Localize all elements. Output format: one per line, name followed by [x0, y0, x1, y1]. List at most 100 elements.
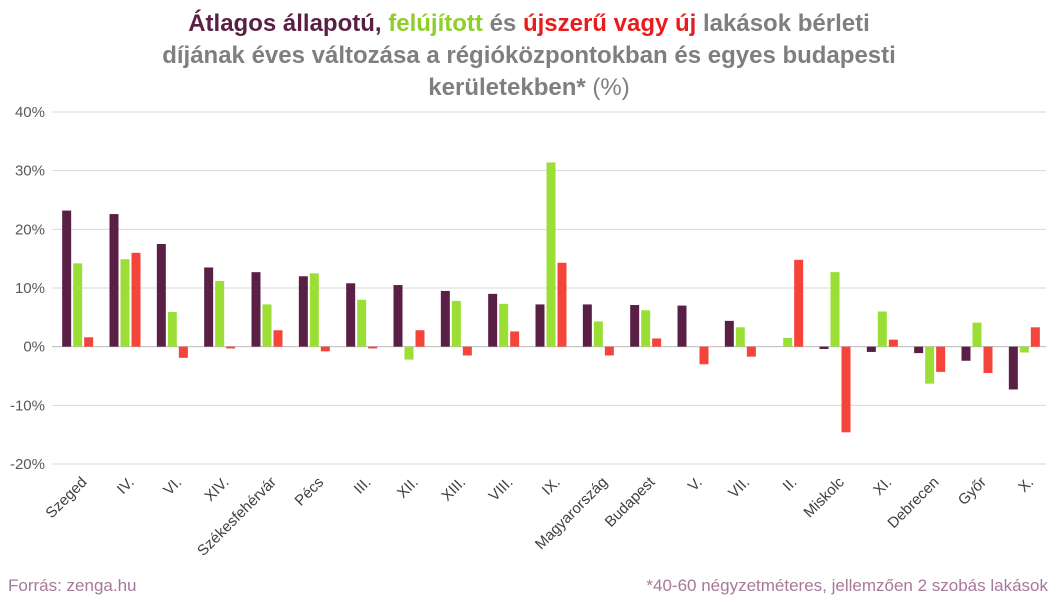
title-series-2: felújított: [388, 10, 483, 37]
bar-series-3: [131, 252, 141, 347]
bar-series-2: [972, 322, 982, 347]
x-category-label: III.: [351, 474, 375, 498]
chart-title: Átlagos állapotú, felújított és újszerű …: [0, 8, 1058, 104]
title-conjunction: és: [489, 10, 517, 37]
bar-series-2: [451, 300, 461, 347]
y-tick-label: -10%: [10, 397, 45, 414]
bar-series-2: [309, 273, 319, 347]
x-category-label: IX.: [539, 474, 564, 499]
bar-series-2: [357, 299, 367, 347]
bar-series-1: [866, 346, 876, 352]
title-line-1-rest: lakások bérleti: [703, 10, 870, 37]
bar-series-2: [830, 272, 840, 347]
x-category-label: XIII.: [438, 474, 469, 505]
bar-series-3: [746, 346, 756, 357]
y-tick-label: 40%: [15, 104, 45, 121]
bar-series-3: [415, 330, 425, 347]
bar-series-3: [84, 337, 94, 347]
y-tick-label: 0%: [23, 339, 45, 356]
bar-series-2: [877, 311, 887, 347]
bar-series-3: [888, 339, 898, 347]
x-category-label: X.: [1015, 474, 1037, 496]
bar-series-2: [641, 310, 651, 347]
x-category-label: VIII.: [486, 474, 517, 505]
bar-series-1: [535, 304, 545, 347]
bar-series-3: [841, 346, 851, 433]
bar-series-2: [499, 303, 509, 347]
bar-series-2: [120, 259, 130, 347]
x-category-label: II.: [780, 474, 801, 495]
bar-series-3: [794, 259, 804, 347]
bar-series-3: [652, 338, 662, 347]
x-category-label: Győr: [955, 474, 990, 509]
bar-series-1: [1008, 346, 1018, 390]
y-axis-tick-labels: 40% 30% 20% 10% 0% -10% -20%: [10, 104, 45, 473]
bar-series-3: [557, 262, 567, 347]
x-category-label: V.: [685, 474, 706, 495]
bar-series-2: [735, 327, 745, 347]
bar-series-1: [819, 346, 829, 350]
x-category-label: Budapest: [602, 473, 659, 530]
bar-series-1: [251, 272, 261, 347]
title-series-3: újszerű vagy új: [522, 10, 697, 37]
bar-series-2: [546, 162, 556, 347]
bar-series-3: [604, 346, 614, 356]
bar-series-1: [724, 320, 734, 347]
bar-series-1: [914, 346, 924, 354]
y-tick-label: 30%: [15, 163, 45, 180]
title-line-2: díjának éves változása a régióközpontokb…: [162, 42, 896, 69]
y-tick-label: -20%: [10, 456, 45, 473]
bar-series-1: [393, 285, 403, 347]
bar-series-3: [510, 331, 520, 347]
bar-series-2: [783, 337, 793, 347]
bar-series-3: [178, 346, 188, 358]
bar-series-2: [1019, 346, 1029, 353]
bar-series-3: [936, 346, 946, 372]
bar-series-1: [346, 283, 356, 347]
bar-series-2: [73, 263, 83, 347]
bar-series-3: [462, 346, 472, 356]
title-line-3-bold: kerületekben*: [428, 74, 586, 101]
x-category-label: XIV.: [201, 474, 232, 505]
bar-series-1: [488, 293, 498, 347]
bar-series-2: [167, 312, 177, 347]
bar-series-3: [226, 346, 236, 349]
title-unit: (%): [592, 74, 630, 101]
bar-series-3: [1030, 327, 1040, 347]
x-category-label: XII.: [394, 474, 422, 502]
x-category-label: Pécs: [292, 474, 328, 510]
x-category-label: VI.: [160, 474, 185, 499]
x-category-label: Debrecen: [884, 474, 942, 532]
x-category-label: XI.: [870, 474, 895, 499]
bar-series-3: [699, 346, 709, 365]
footnote: *40-60 négyzetméteres, jellemzően 2 szob…: [646, 576, 1048, 595]
bar-series-3: [320, 346, 330, 352]
x-axis-category-labels: Szeged IV. VI. XIV.Székesfehérvár Pécs III. XI…: [43, 473, 1038, 559]
title-line-3: kerületekben* (%): [0, 72, 1058, 104]
x-category-label: IV.: [114, 474, 138, 498]
bar-series-2: [262, 304, 272, 347]
source-note: Forrás: zenga.hu: [8, 576, 137, 595]
bar-series-1: [440, 290, 450, 347]
bar-series-1: [62, 210, 72, 347]
bar-series-2: [215, 280, 225, 347]
bar-series-1: [961, 346, 971, 361]
bar-series-2: [593, 321, 603, 347]
x-category-label: Szeged: [43, 474, 91, 522]
bar-series-1: [156, 244, 166, 347]
bars: [62, 162, 1040, 433]
bar-series-2: [925, 346, 935, 384]
x-category-label: Miskolc: [800, 473, 848, 521]
title-series-1: Átlagos állapotú,: [188, 10, 382, 37]
bar-series-3: [368, 346, 378, 349]
bar-series-3: [983, 346, 993, 374]
bar-series-2: [404, 346, 414, 360]
y-tick-label: 10%: [15, 280, 45, 297]
bar-series-1: [109, 214, 119, 347]
bar-series-1: [298, 276, 308, 347]
bar-series-1: [677, 305, 687, 347]
bar-series-3: [273, 330, 283, 347]
bar-series-1: [204, 267, 214, 347]
title-line-1: Átlagos állapotú, felújított és újszerű …: [0, 8, 1058, 40]
